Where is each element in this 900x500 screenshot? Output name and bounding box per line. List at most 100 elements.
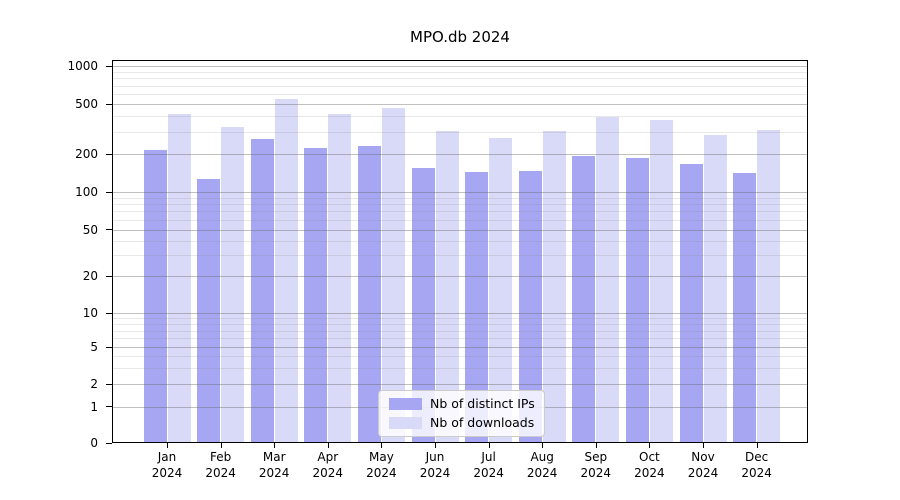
y-tick-mark <box>106 275 112 277</box>
distinct-ips-bar-mar <box>250 138 274 443</box>
major-gridline <box>112 313 808 314</box>
major-gridline <box>112 154 808 156</box>
x-tick-label: Sep 2024 <box>580 450 612 480</box>
y-tick-label: 1000 <box>67 59 98 73</box>
distinct-ips-bar-may <box>357 145 381 443</box>
legend-label-downloads: Nb of downloads <box>430 415 535 430</box>
downloads-bar-feb <box>221 126 245 443</box>
minor-gridline <box>112 116 808 118</box>
distinct-ips-bar-aug <box>518 170 542 443</box>
major-gridline <box>112 66 808 67</box>
y-tick-label: 1 <box>90 399 98 414</box>
x-tick-mark <box>381 443 383 448</box>
minor-gridline <box>112 78 808 80</box>
plot-area <box>112 60 808 443</box>
downloads-bar-oct <box>649 120 673 443</box>
distinct-ips-bar-dec <box>733 173 757 443</box>
y-tick-label: 200 <box>75 147 98 162</box>
minor-gridline <box>112 240 808 242</box>
x-tick-label: Jun 2024 <box>419 450 451 480</box>
y-tick-label: 50 <box>82 222 98 237</box>
y-tick-label: 100 <box>75 185 98 200</box>
x-tick-mark <box>488 443 490 448</box>
distinct-ips-bar-jan <box>143 150 167 443</box>
legend: Nb of distinct IPs Nb of downloads <box>378 390 545 437</box>
chart-title: MPO.db 2024 <box>410 28 510 46</box>
y-tick-label: 10 <box>82 306 98 320</box>
x-tick-label: Dec 2024 <box>741 450 772 480</box>
minor-gridline <box>112 330 808 332</box>
x-tick-mark <box>542 443 544 448</box>
minor-gridline <box>112 367 808 369</box>
minor-gridline <box>112 204 808 206</box>
y-tick-mark <box>106 442 112 444</box>
y-tick-mark <box>106 383 112 385</box>
downloads-bar-jan <box>167 114 191 443</box>
downloads-bar-mar <box>274 99 298 443</box>
minor-gridline <box>112 211 808 213</box>
x-tick-label: Nov 2024 <box>687 450 719 480</box>
legend-label-distinct-ips: Nb of distinct IPs <box>430 396 535 411</box>
minor-gridline <box>112 197 808 199</box>
y-tick-mark <box>106 312 112 314</box>
y-tick-mark <box>106 153 112 155</box>
y-tick-label: 500 <box>75 97 98 112</box>
x-tick-label: Jul 2024 <box>473 450 504 480</box>
y-tick-mark <box>106 406 112 408</box>
y-tick-label: 2 <box>90 377 98 392</box>
x-tick-label: Mar 2024 <box>258 450 290 480</box>
x-tick-mark <box>595 443 597 448</box>
minor-gridline <box>112 318 808 320</box>
distinct-ips-bar-oct <box>625 157 649 443</box>
minor-gridline <box>112 85 808 87</box>
minor-gridline <box>112 71 808 73</box>
minor-gridline <box>112 132 808 134</box>
x-tick-mark <box>649 443 651 448</box>
minor-gridline <box>112 219 808 221</box>
x-tick-label: Apr 2024 <box>312 450 344 480</box>
legend-swatch-downloads <box>389 417 422 429</box>
minor-gridline <box>112 356 808 358</box>
minor-gridline <box>112 255 808 257</box>
x-tick-mark <box>274 443 276 448</box>
downloads-bar-jun <box>435 130 459 443</box>
y-tick-mark <box>106 229 112 231</box>
distinct-ips-bar-feb <box>197 179 221 443</box>
x-tick-label: Jan 2024 <box>151 450 183 480</box>
y-tick-mark <box>106 346 112 348</box>
y-tick-label: 0 <box>90 436 98 450</box>
major-gridline <box>112 104 808 106</box>
y-tick-mark <box>106 191 112 193</box>
major-gridline <box>112 384 808 386</box>
distinct-ips-bar-apr <box>304 147 328 443</box>
x-tick-mark <box>167 443 168 448</box>
minor-gridline <box>112 338 808 340</box>
x-tick-mark <box>703 443 704 448</box>
x-tick-mark <box>435 443 436 448</box>
y-tick-label: 5 <box>90 340 98 355</box>
x-tick-label: Feb 2024 <box>205 450 236 480</box>
major-gridline <box>112 276 808 277</box>
major-gridline <box>112 192 808 194</box>
y-tick-mark <box>106 103 112 105</box>
x-tick-mark <box>327 443 329 448</box>
distinct-ips-bar-jul <box>465 171 489 443</box>
distinct-ips-bar-jun <box>411 168 435 443</box>
distinct-ips-bar-sep <box>572 156 596 443</box>
x-tick-label: Aug 2024 <box>526 450 558 480</box>
downloads-bar-jul <box>489 138 513 443</box>
downloads-bar-sep <box>596 116 620 443</box>
distinct-ips-bar-nov <box>679 164 703 443</box>
legend-item-distinct-ips: Nb of distinct IPs <box>379 396 544 412</box>
legend-item-downloads: Nb of downloads <box>379 415 544 431</box>
downloads-bar-aug <box>542 131 566 443</box>
x-tick-mark <box>756 443 758 448</box>
x-tick-label: May 2024 <box>366 450 397 480</box>
major-gridline <box>112 347 808 349</box>
y-tick-mark <box>106 65 112 67</box>
downloads-bar-may <box>381 108 405 443</box>
x-tick-mark <box>220 443 222 448</box>
minor-gridline <box>112 323 808 325</box>
x-tick-label: Oct 2024 <box>634 450 665 480</box>
